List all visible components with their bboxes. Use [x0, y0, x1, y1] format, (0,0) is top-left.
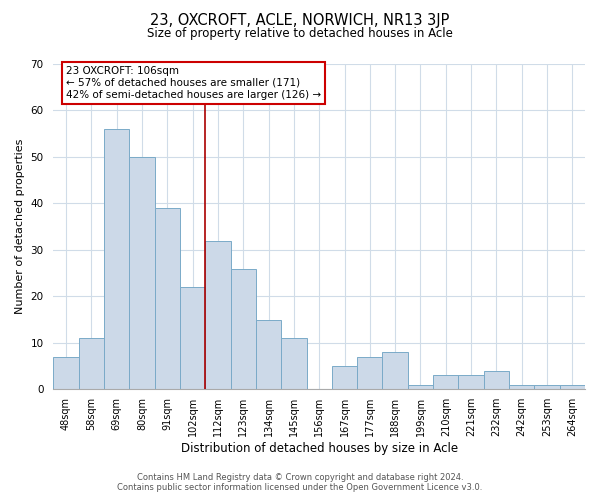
Bar	[180, 287, 205, 390]
Bar	[458, 376, 484, 390]
Text: 23, OXCROFT, ACLE, NORWICH, NR13 3JP: 23, OXCROFT, ACLE, NORWICH, NR13 3JP	[151, 12, 449, 28]
Bar	[332, 366, 357, 390]
X-axis label: Distribution of detached houses by size in Acle: Distribution of detached houses by size …	[181, 442, 458, 455]
Text: Size of property relative to detached houses in Acle: Size of property relative to detached ho…	[147, 28, 453, 40]
Text: Contains HM Land Registry data © Crown copyright and database right 2024.
Contai: Contains HM Land Registry data © Crown c…	[118, 473, 482, 492]
Bar	[53, 357, 79, 390]
Bar	[509, 385, 535, 390]
Text: 23 OXCROFT: 106sqm
← 57% of detached houses are smaller (171)
42% of semi-detach: 23 OXCROFT: 106sqm ← 57% of detached hou…	[66, 66, 321, 100]
Bar	[560, 385, 585, 390]
Bar	[433, 376, 458, 390]
Bar	[205, 240, 230, 390]
Bar	[130, 157, 155, 390]
Bar	[104, 129, 130, 390]
Bar	[408, 385, 433, 390]
Bar	[382, 352, 408, 390]
Bar	[484, 371, 509, 390]
Bar	[230, 268, 256, 390]
Bar	[535, 385, 560, 390]
Bar	[79, 338, 104, 390]
Bar	[281, 338, 307, 390]
Bar	[357, 357, 382, 390]
Bar	[155, 208, 180, 390]
Y-axis label: Number of detached properties: Number of detached properties	[15, 139, 25, 314]
Bar	[256, 320, 281, 390]
